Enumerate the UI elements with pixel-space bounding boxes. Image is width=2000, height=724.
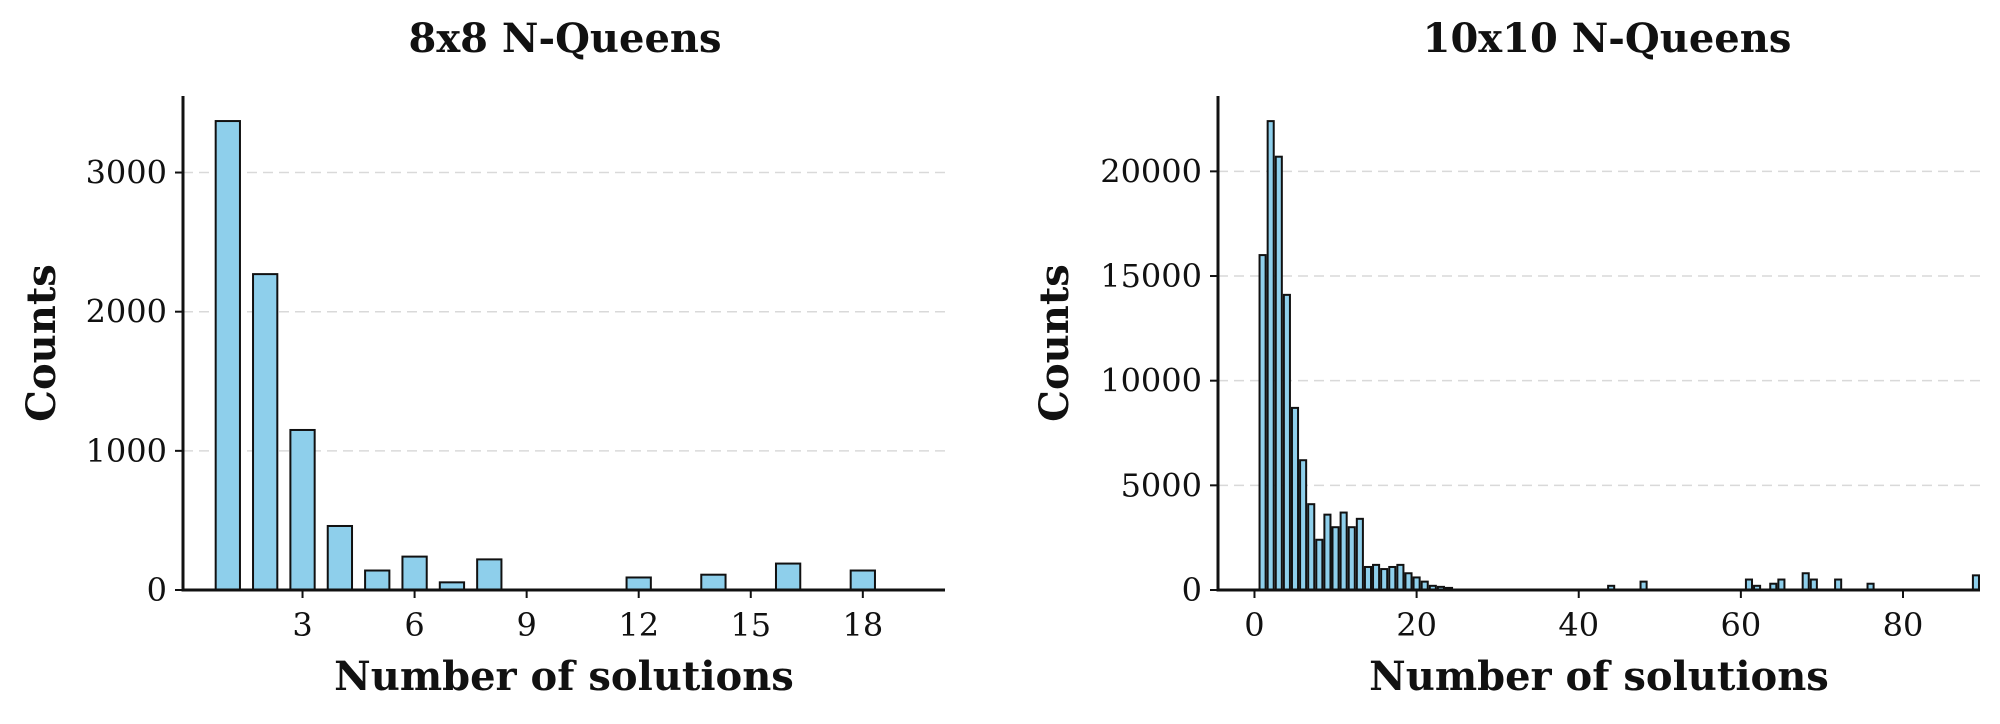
x-tick-label: 18: [842, 606, 883, 644]
x-axis-label: Number of solutions: [1369, 653, 1829, 700]
histogram-bar: [1282, 293, 1291, 591]
histogram-bar: [1372, 563, 1381, 591]
histogram-bar: [252, 273, 279, 591]
histogram-bar: [1258, 254, 1267, 591]
histogram-bar: [1266, 120, 1275, 591]
chart-title: 10x10 N-Queens: [1423, 15, 1792, 62]
x-tick-label: 3: [292, 606, 312, 644]
y-tick-label: 0: [1182, 571, 1202, 609]
histogram-bar: [1396, 563, 1405, 591]
histogram-bar: [476, 558, 503, 592]
histogram-bar: [1363, 565, 1373, 591]
histogram-bar: [1834, 578, 1843, 591]
y-tick-label: 3000: [86, 154, 167, 192]
histogram-bar: [214, 120, 241, 592]
histogram-bar: [1355, 517, 1364, 591]
histogram-bar: [1404, 572, 1413, 591]
chart-title: 8x8 N-Queens: [408, 15, 721, 62]
histogram-bar: [774, 562, 802, 591]
histogram-bar: [1290, 406, 1300, 591]
x-tick-label: 40: [1558, 606, 1599, 644]
histogram-bar: [326, 524, 354, 591]
histogram-bar: [1809, 578, 1818, 591]
histogram-bar: [1299, 459, 1308, 591]
histogram-bar: [1307, 503, 1316, 592]
x-tick-label: 20: [1396, 606, 1437, 644]
y-tick-label: 1000: [86, 432, 167, 470]
histogram-bar: [625, 576, 652, 592]
histogram-bar: [849, 569, 876, 591]
histogram-bar: [364, 569, 391, 591]
histogram-bar: [1388, 565, 1397, 591]
y-tick-label: 15000: [1100, 257, 1202, 295]
x-tick-label: 60: [1721, 606, 1762, 644]
x-tick-label: 6: [404, 606, 424, 644]
histogram-bar: [1412, 576, 1421, 591]
x-axis-label: Number of solutions: [334, 653, 794, 700]
y-axis-label: Counts: [18, 264, 65, 422]
histogram-bar: [1744, 578, 1754, 591]
y-tick-label: 10000: [1100, 362, 1202, 400]
histogram-bar: [1777, 578, 1786, 591]
histogram-bar: [289, 428, 316, 591]
x-tick-label: 0: [1244, 606, 1264, 644]
y-tick-label: 2000: [86, 293, 167, 331]
x-tick-label: 80: [1883, 606, 1924, 644]
histogram-bar: [1971, 574, 1980, 592]
histogram-bar: [1339, 511, 1348, 591]
histogram-bar: [1380, 568, 1389, 592]
histogram-bar: [700, 573, 727, 591]
histogram-bar: [1331, 526, 1340, 591]
histogram-bar: [1315, 538, 1324, 591]
y-tick-label: 0: [147, 571, 167, 609]
y-tick-label: 20000: [1100, 152, 1202, 190]
chart-panel-2: 0 20 40 60 80 0 5000 10000 15000 20000 10x10 N-Que…: [1031, 15, 1980, 700]
histogram-bar: [1347, 526, 1356, 591]
y-tick-label: 5000: [1121, 466, 1202, 504]
histogram-bar: [1323, 513, 1332, 591]
histogram-bar: [1274, 155, 1283, 591]
histogram-bar: [1801, 572, 1810, 591]
y-axis-label: Counts: [1031, 264, 1078, 422]
x-tick-label: 15: [730, 606, 771, 644]
chart-panel-1: 3 6 9 12 15 18 0 1000 2000 3000 8x8 N-Queens Number…: [18, 15, 945, 700]
x-tick-label: 12: [618, 606, 659, 644]
histogram-bar: [401, 555, 428, 592]
x-tick-label: 9: [516, 606, 536, 644]
